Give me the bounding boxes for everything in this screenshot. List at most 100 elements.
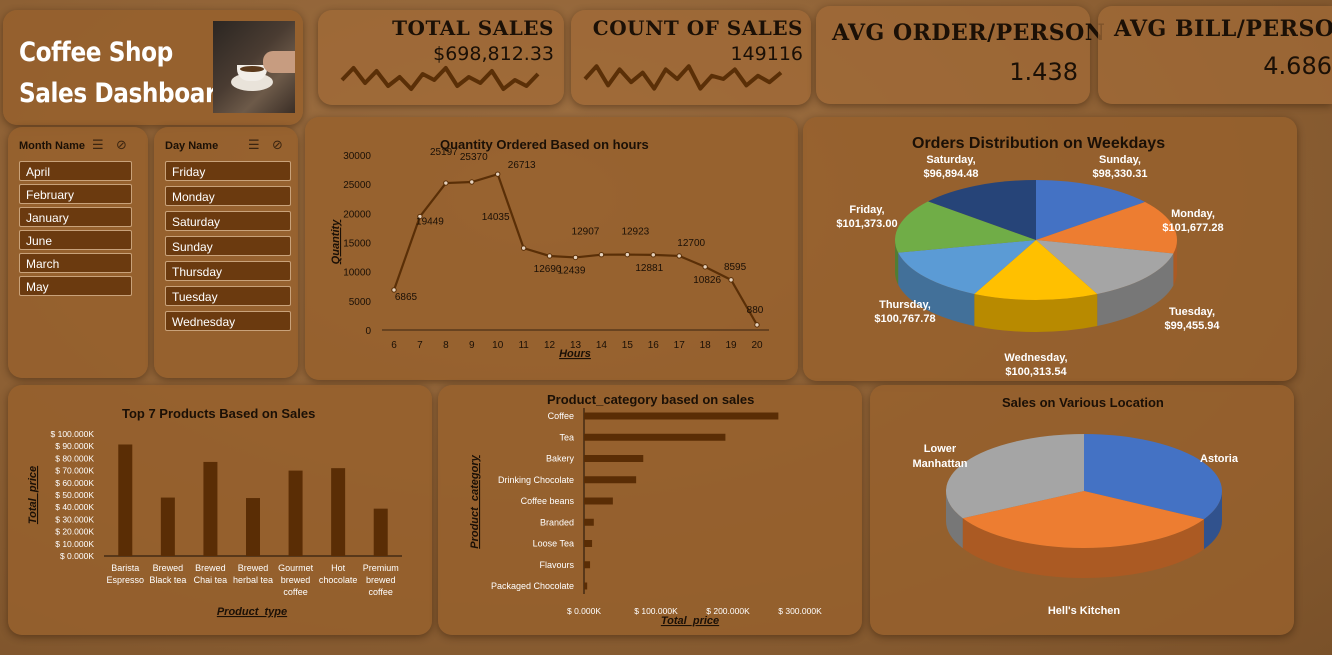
y-tick-label: Bakery xyxy=(546,454,575,464)
bar xyxy=(203,461,218,556)
y-tick-label: 20000 xyxy=(343,209,371,220)
y-tick-label: $ 20.000K xyxy=(55,527,94,537)
bar xyxy=(331,468,346,556)
slicer-item-day[interactable]: Friday xyxy=(165,161,291,181)
slicer-item-day[interactable]: Tuesday xyxy=(165,286,291,306)
slicer-item-month[interactable]: May xyxy=(19,276,132,296)
x-tick-label: coffee xyxy=(369,587,393,597)
month-slicer: Month Name ☰ ⊘ April February January Ju… xyxy=(8,127,148,378)
slice-label: Tuesday, xyxy=(1169,306,1215,318)
pie-slice xyxy=(898,240,1036,294)
slice-label: Sunday, xyxy=(1099,154,1141,166)
slice-label: Thursday, xyxy=(879,299,931,311)
top-products-chart: $ 0.000K $ 10.000K $ 20.000K $ 30.000K $ 40.… xyxy=(27,429,402,618)
x-tick-label: Espresso xyxy=(107,575,145,585)
slice-label: Friday, xyxy=(849,204,884,216)
data-point xyxy=(702,264,708,270)
data-label: 12690 xyxy=(534,264,562,275)
y-tick-label: Loose Tea xyxy=(533,539,574,549)
slicer-item-month[interactable]: February xyxy=(19,184,132,204)
weekday-pie-chart: Sunday, $98,330.31 Monday, $101,677.28 Tuesd… xyxy=(836,154,1223,378)
slicer-item-month[interactable]: June xyxy=(19,230,132,250)
bar xyxy=(246,498,260,556)
data-point xyxy=(495,171,501,177)
slicer-item-month[interactable]: January xyxy=(19,207,132,227)
pie-slice-side xyxy=(895,240,899,285)
y-tick-label: Drinking Chocolate xyxy=(498,475,574,485)
data-label: 14035 xyxy=(482,212,510,223)
x-tick-label: $ 0.000K xyxy=(567,606,601,616)
y-tick-label: $ 0.000K xyxy=(60,551,94,561)
slicer-item-day[interactable]: Wednesday xyxy=(165,311,291,331)
data-label: 12881 xyxy=(635,263,663,274)
slice-value-label: $99,455.94 xyxy=(1164,320,1220,332)
x-tick-label: 13 xyxy=(570,340,582,351)
slicer-item-day[interactable]: Saturday xyxy=(165,211,291,231)
slicer-item-day[interactable]: Monday xyxy=(165,186,291,206)
title-line-1: Coffee Shop xyxy=(19,37,173,68)
bar xyxy=(584,540,593,547)
bar xyxy=(584,455,644,462)
bar xyxy=(584,582,588,590)
slicer-item-day[interactable]: Thursday xyxy=(165,261,291,281)
slicer-item-month[interactable]: April xyxy=(19,161,132,181)
data-point xyxy=(469,179,475,185)
x-axis-title: Hours xyxy=(559,348,591,360)
data-point xyxy=(676,253,682,259)
data-label: 25197 xyxy=(430,147,458,158)
data-point xyxy=(598,252,605,258)
dashboard-title: Coffee Shop Sales Dashboard xyxy=(19,32,233,114)
y-tick-label: Branded xyxy=(540,517,574,527)
bar xyxy=(288,470,303,556)
bar xyxy=(584,497,613,505)
y-tick-label: Tea xyxy=(559,432,574,442)
data-label: 8595 xyxy=(724,262,747,273)
x-tick-label: brewed xyxy=(281,575,311,585)
y-tick-label: 15000 xyxy=(343,239,371,250)
y-tick-label: Packaged Chocolate xyxy=(491,581,574,591)
data-point xyxy=(417,213,423,220)
y-axis-title: Total_price xyxy=(27,466,39,524)
pie-slice-side xyxy=(1203,491,1222,550)
chart-title: Orders Distribution on Weekdays xyxy=(912,135,1166,152)
slice-label: Lower xyxy=(924,443,957,455)
pie-slice xyxy=(1084,434,1222,520)
x-tick-label: Brewed xyxy=(153,563,184,573)
clear-filter-icon[interactable]: ⊘ xyxy=(116,137,133,152)
x-tick-label: coffee xyxy=(283,587,307,597)
x-axis-title: Product_type xyxy=(217,606,287,618)
clear-filter-icon[interactable]: ⊘ xyxy=(272,137,289,152)
x-tick-label: Premium xyxy=(363,563,399,573)
day-slicer: Day Name ☰ ⊘ Friday Monday Saturday Sund… xyxy=(154,127,298,378)
kpi-count-of-sales: COUNT OF SALES 149116 xyxy=(571,10,811,105)
slice-label: Saturday, xyxy=(926,154,975,166)
x-tick-label: 12 xyxy=(544,340,556,351)
bar xyxy=(584,561,591,569)
kpi-value: 149116 xyxy=(730,43,803,65)
y-tick-label: $ 30.000K xyxy=(55,514,94,524)
weekday-pie-panel: Orders Distribution on Weekdays Sunday, $… xyxy=(803,117,1297,381)
x-tick-label: brewed xyxy=(366,575,396,585)
pie-slice-side xyxy=(898,252,975,326)
slicer-item-month[interactable]: March xyxy=(19,253,132,273)
multi-select-icon[interactable]: ☰ xyxy=(92,137,110,152)
x-tick-label: 10 xyxy=(492,340,504,351)
day-slicer-header: Day Name xyxy=(165,140,219,152)
title-panel: Coffee Shop Sales Dashboard xyxy=(3,10,303,125)
x-tick-label: chocolate xyxy=(319,575,358,585)
product-category-chart: Coffee Tea Bakery Drinking Chocolate Coffee … xyxy=(469,408,822,627)
chart-title: Sales on Various Location xyxy=(1002,395,1164,410)
y-tick-label: $ 80.000K xyxy=(55,453,94,463)
y-tick-label: 30000 xyxy=(343,151,371,162)
x-tick-label: Brewed xyxy=(195,563,226,573)
slice-label: Hell's Kitchen xyxy=(1048,605,1121,617)
slicer-item-day[interactable]: Sunday xyxy=(165,236,291,256)
pie-slice xyxy=(1036,180,1146,240)
data-label: 26713 xyxy=(508,160,536,171)
x-tick-label: $ 100.000K xyxy=(634,606,678,616)
data-point xyxy=(546,253,553,259)
pie-slice-side xyxy=(1173,240,1177,286)
y-tick-label: $ 100.000K xyxy=(51,429,95,439)
multi-select-icon[interactable]: ☰ xyxy=(248,137,266,152)
slice-value-label: $101,373.00 xyxy=(836,218,897,230)
